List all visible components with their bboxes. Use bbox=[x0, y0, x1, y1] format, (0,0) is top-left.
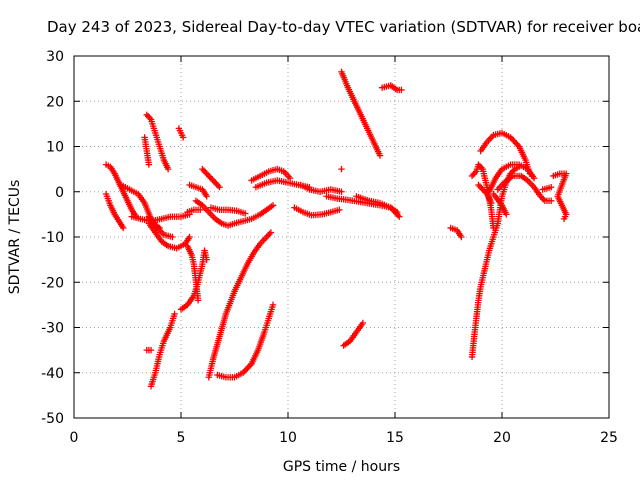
data-point bbox=[186, 233, 193, 241]
plot-frame bbox=[73, 55, 610, 419]
data-point bbox=[336, 206, 343, 214]
data-point bbox=[216, 184, 223, 191]
data-point bbox=[194, 297, 202, 304]
data-point bbox=[398, 86, 405, 94]
series-arc-26 bbox=[338, 165, 345, 173]
y-tick-label: -10 bbox=[41, 230, 64, 246]
grid-layer bbox=[74, 56, 609, 418]
data-point bbox=[338, 188, 345, 195]
data-point bbox=[169, 233, 176, 241]
data-point bbox=[376, 152, 384, 159]
data-point bbox=[197, 206, 204, 214]
data-point bbox=[179, 134, 187, 141]
series-arc-03 bbox=[117, 181, 176, 241]
series-arc-39 bbox=[145, 213, 163, 232]
data-point bbox=[488, 199, 495, 207]
data-point bbox=[396, 213, 403, 220]
data-point bbox=[548, 197, 555, 204]
data-point bbox=[145, 161, 153, 168]
series-arc-02 bbox=[102, 190, 127, 232]
series-arc-12 bbox=[184, 242, 202, 304]
data-point bbox=[120, 224, 127, 232]
series-arc-32 bbox=[475, 181, 495, 207]
series-arc-33 bbox=[477, 129, 534, 177]
data-point bbox=[458, 233, 465, 241]
x-tick-label: 10 bbox=[279, 430, 297, 446]
series-arc-04 bbox=[145, 220, 193, 252]
data-point bbox=[269, 301, 277, 309]
x-tick-label: 0 bbox=[70, 430, 79, 446]
data-point bbox=[147, 346, 155, 354]
series-arc-22 bbox=[297, 181, 345, 195]
series-arc-08 bbox=[175, 125, 187, 141]
y-tick-label: 20 bbox=[46, 94, 64, 110]
points-layer bbox=[102, 68, 570, 390]
series-arc-38 bbox=[550, 170, 570, 223]
series-arc-05 bbox=[128, 211, 193, 225]
series-arc-11 bbox=[177, 247, 210, 313]
y-axis-label: SDTVAR / TECUs bbox=[7, 180, 23, 295]
series-arc-25 bbox=[338, 68, 384, 159]
x-tick-label: 20 bbox=[493, 430, 511, 446]
series-arc-19 bbox=[248, 165, 294, 184]
series-arc-27 bbox=[378, 82, 405, 94]
data-point bbox=[242, 210, 249, 217]
series-arc-09 bbox=[147, 310, 178, 390]
y-tick-label: -50 bbox=[41, 411, 64, 427]
x-axis-label: GPS time / hours bbox=[283, 459, 400, 475]
series-arc-17 bbox=[205, 229, 275, 381]
series-arc-10 bbox=[143, 346, 155, 354]
tick-layer: 0 5 10 15 20 25 -50 -40 -30 -20 -10 0 10 20 30 bbox=[41, 49, 618, 446]
chart-title: Day 243 of 2023, Sidereal Day-to-day VTE… bbox=[47, 18, 640, 36]
y-tick-label: 0 bbox=[55, 185, 64, 201]
data-point bbox=[203, 256, 210, 263]
y-tick-label: -20 bbox=[41, 275, 64, 291]
series-arc-37 bbox=[539, 184, 555, 193]
data-point bbox=[164, 165, 172, 173]
data-point bbox=[269, 202, 277, 209]
series-arc-07 bbox=[141, 134, 153, 168]
series-arc-06 bbox=[143, 111, 172, 173]
series-arc-24 bbox=[353, 193, 403, 220]
x-tick-label: 15 bbox=[386, 430, 404, 446]
data-point bbox=[359, 319, 367, 327]
series-arc-21 bbox=[291, 204, 343, 219]
data-point bbox=[338, 165, 345, 173]
data-point bbox=[203, 193, 210, 200]
series-arc-13 bbox=[186, 181, 210, 200]
data-point bbox=[530, 174, 538, 182]
series-arc-14 bbox=[199, 165, 223, 191]
series-arc-35 bbox=[494, 172, 555, 204]
series-arc-40 bbox=[184, 206, 204, 216]
x-tick-label: 25 bbox=[600, 430, 618, 446]
data-point bbox=[156, 224, 163, 232]
y-tick-label: 30 bbox=[46, 49, 64, 65]
series-arc-34 bbox=[485, 161, 538, 195]
series-arc-16 bbox=[207, 204, 249, 217]
series-arc-30 bbox=[468, 163, 523, 361]
y-tick-label: -30 bbox=[41, 321, 64, 337]
x-tick-label: 5 bbox=[177, 430, 186, 446]
series-arc-29 bbox=[447, 224, 465, 241]
series-arc-15 bbox=[192, 197, 277, 229]
data-point bbox=[560, 215, 568, 223]
y-tick-label: 10 bbox=[46, 140, 64, 156]
y-tick-label: -40 bbox=[41, 366, 64, 382]
data-point bbox=[548, 184, 555, 191]
data-point bbox=[503, 211, 510, 218]
data-point bbox=[171, 310, 178, 318]
series-arc-18 bbox=[214, 301, 277, 381]
series-arc-36 bbox=[490, 190, 510, 218]
series-arc-28 bbox=[340, 319, 367, 349]
data-point bbox=[267, 229, 275, 236]
data-point bbox=[490, 224, 497, 232]
